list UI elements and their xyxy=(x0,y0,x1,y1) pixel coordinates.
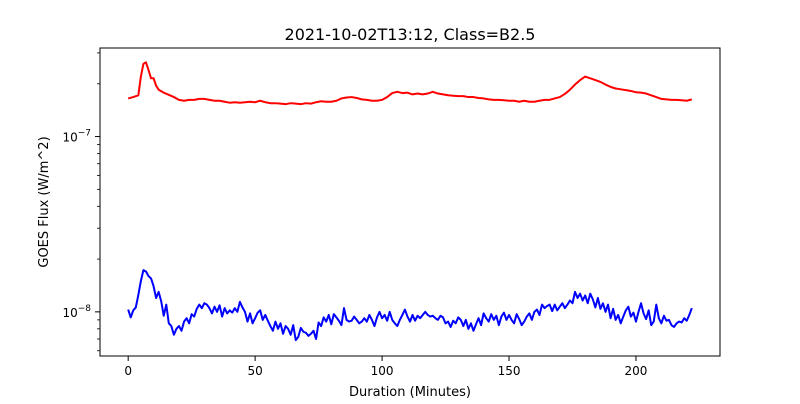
y-tick-label: 10−8 xyxy=(62,304,91,320)
y-axis-label: GOES Flux (W/m^2) xyxy=(37,136,52,267)
chart-title: 2021-10-02T13:12, Class=B2.5 xyxy=(285,25,536,44)
x-tick-label: 0 xyxy=(124,364,132,378)
y-axis: 10−8 10−7 xyxy=(62,52,100,352)
y-tick-label: 10−7 xyxy=(62,129,91,145)
x-tick-label: 150 xyxy=(498,364,521,378)
x-tick-label: 50 xyxy=(247,364,262,378)
series-line-1 xyxy=(127,61,693,106)
series-line-2 xyxy=(127,269,693,342)
x-tick-label: 100 xyxy=(371,364,394,378)
x-axis: 0 50 100 150 200 xyxy=(124,356,647,378)
plot-frame xyxy=(99,47,721,357)
series-layer xyxy=(127,61,693,342)
x-axis-label: Duration (Minutes) xyxy=(349,385,471,400)
x-tick-label: 200 xyxy=(625,364,648,378)
